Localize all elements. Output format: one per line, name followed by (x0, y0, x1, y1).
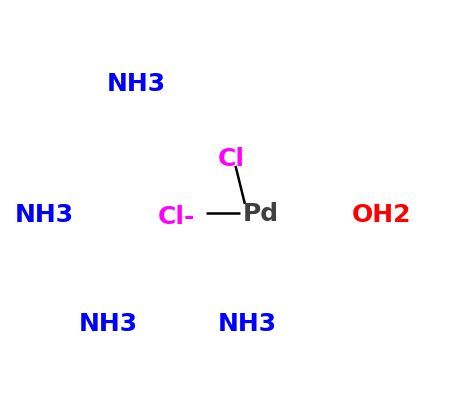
Text: NH3: NH3 (107, 72, 166, 96)
Text: Cl: Cl (217, 146, 244, 170)
Text: Pd: Pd (243, 201, 279, 225)
Text: OH2: OH2 (352, 203, 411, 227)
Text: Cl-: Cl- (158, 205, 195, 229)
Text: NH3: NH3 (218, 311, 277, 335)
Text: NH3: NH3 (79, 311, 138, 335)
Text: NH3: NH3 (15, 203, 74, 227)
